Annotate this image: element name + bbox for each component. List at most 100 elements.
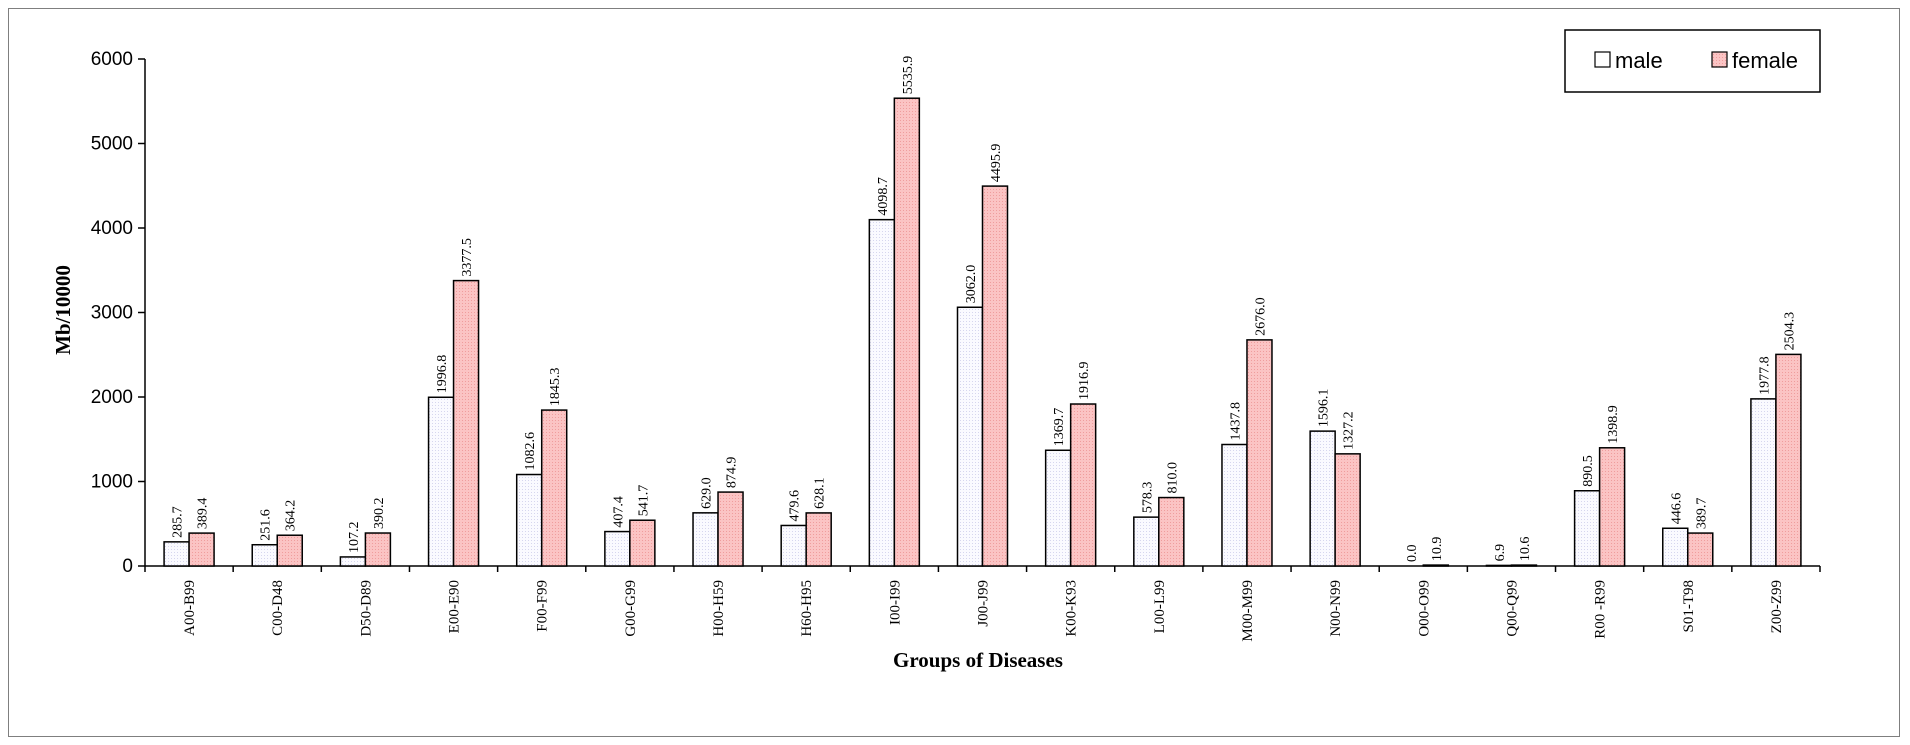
value-label-female: 3377.5 (460, 238, 475, 277)
value-label-male: 1596.1 (1317, 389, 1332, 428)
x-tick-label: I00-I99 (887, 580, 903, 625)
value-label-male: 1369.7 (1052, 408, 1067, 447)
bars-group (163, 97, 1802, 567)
value-label-male: 890.5 (1581, 455, 1596, 487)
y-tick-label: 0 (122, 556, 133, 577)
bar-female (805, 512, 832, 567)
value-label-male: 1082.6 (523, 432, 538, 471)
value-label-female: 364.2 (284, 500, 299, 532)
x-tick-label: R00 -R99 (1593, 580, 1609, 639)
bar-female (1598, 447, 1626, 567)
value-label-male: 629.0 (700, 477, 715, 509)
value-label-male: 4098.7 (876, 177, 891, 216)
bar-male (1750, 398, 1777, 567)
bar-female (1775, 353, 1802, 567)
x-tick-label: C00-D48 (270, 580, 286, 636)
bar-female (1334, 453, 1361, 567)
value-label-male: 578.3 (1140, 482, 1155, 514)
value-label-male: 3062.0 (964, 265, 979, 304)
chart-frame (8, 8, 1900, 737)
x-tick-label: N00-N99 (1328, 580, 1344, 637)
x-tick-label: M00-M99 (1240, 580, 1256, 642)
value-label-female: 389.7 (1694, 498, 1709, 530)
bar-male (692, 512, 719, 567)
value-label-male: 1437.8 (1228, 402, 1243, 441)
bar-female (717, 491, 744, 567)
legend-label-female: female (1732, 48, 1798, 73)
bar-female (540, 409, 568, 567)
value-label-female: 810.0 (1165, 462, 1180, 494)
value-label-female: 874.9 (725, 457, 740, 489)
value-label-female: 2504.3 (1782, 312, 1797, 351)
bar-female (1246, 339, 1273, 567)
x-tick-label: L00-L99 (1152, 580, 1168, 633)
x-tick-label: H00-H59 (711, 580, 727, 637)
x-tick-label: E00-E90 (447, 580, 463, 633)
legend-swatch-male (1594, 51, 1611, 68)
value-label-male: 251.6 (259, 509, 274, 541)
bar-male (868, 218, 896, 567)
value-label-female: 389.4 (196, 498, 211, 530)
value-label-male: 407.4 (611, 496, 626, 528)
value-label-female: 5535.9 (901, 56, 916, 95)
y-tick-label: 1000 (91, 472, 133, 493)
value-label-female: 1845.3 (548, 368, 563, 407)
legend: male female (1564, 29, 1821, 93)
x-tick-label: G00-G99 (623, 580, 639, 637)
value-label-male: 1977.8 (1757, 356, 1772, 395)
bar-female (1510, 564, 1538, 567)
value-label-male: 0.0 (1405, 545, 1420, 563)
value-label-male: 1996.8 (435, 355, 450, 394)
value-label-male: 6.9 (1493, 544, 1508, 562)
y-tick-label: 2000 (91, 387, 133, 408)
bar-female (1069, 403, 1097, 567)
x-tick-label: Z00-Z99 (1769, 580, 1785, 633)
bar-male (515, 473, 543, 567)
value-labels-group: 285.7 251.6 107.2 1996.8 1082.6 407.4 629.0 479… (171, 56, 1798, 562)
value-label-male: 285.7 (171, 506, 186, 538)
bar-female (1422, 564, 1450, 567)
value-label-female: 10.9 (1430, 537, 1445, 562)
y-tick-label: 3000 (91, 303, 133, 324)
x-tick-label: F00-F99 (535, 580, 551, 632)
x-tick-label: J00-J99 (976, 580, 992, 627)
legend-swatch-female (1711, 51, 1728, 68)
bar-female (276, 534, 303, 567)
bar-male (1573, 490, 1601, 567)
x-tick-label: S01-T98 (1681, 580, 1697, 633)
bar-female (1687, 532, 1714, 567)
bar-male (1133, 516, 1160, 567)
value-label-female: 2676.0 (1253, 297, 1268, 336)
bar-female (1158, 496, 1185, 567)
bar-female (452, 279, 480, 567)
x-tick-label: A00-B99 (182, 580, 198, 636)
y-tick-label: 5000 (91, 134, 133, 155)
bar-female (188, 532, 215, 567)
bar-female (629, 519, 656, 567)
bar-male (780, 524, 807, 567)
value-label-female: 1916.9 (1077, 362, 1092, 401)
bar-female (364, 532, 392, 567)
x-tick-label: D50-D89 (358, 580, 374, 637)
bar-female (981, 185, 1009, 567)
value-label-female: 541.7 (636, 485, 651, 517)
x-axis-title: Groups of Diseases (893, 648, 1063, 672)
y-axis-title: Mb/10000 (51, 265, 75, 355)
value-label-female: 4495.9 (989, 144, 1004, 183)
x-tick-label: H60-H95 (799, 580, 815, 637)
value-label-male: 107.2 (347, 521, 362, 553)
value-label-male: 479.6 (788, 490, 803, 522)
legend-label-male: male (1615, 48, 1663, 73)
bar-female (893, 97, 921, 567)
value-label-female: 1327.2 (1342, 411, 1357, 450)
x-tick-label: Q00-Q99 (1504, 580, 1520, 637)
y-tick-label: 4000 (91, 218, 133, 239)
value-label-female: 10.6 (1518, 537, 1533, 562)
value-label-female: 628.1 (813, 477, 828, 509)
value-label-female: 390.2 (372, 498, 387, 530)
axes-group: 0 1000 2000 3000 4000 5000 6000 A00-B99 C00-D48 D… (91, 49, 1821, 642)
value-label-male: 446.6 (1669, 493, 1684, 525)
x-tick-label: O00-O99 (1416, 580, 1432, 637)
